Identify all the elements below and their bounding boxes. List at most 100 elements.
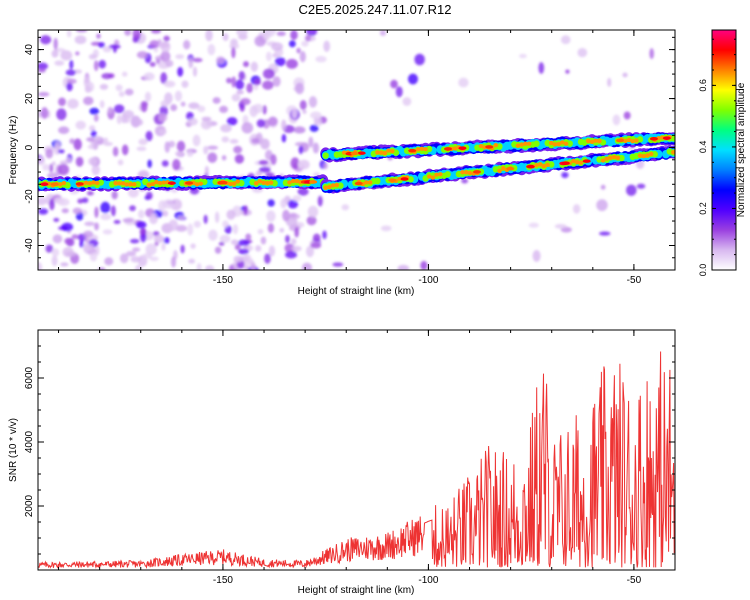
heatmap-cell xyxy=(296,47,301,54)
spectrogram-frame xyxy=(37,29,676,271)
heatmap-cell xyxy=(160,72,168,84)
heatmap-cell xyxy=(298,144,304,155)
heatmap-cell xyxy=(93,139,99,151)
heatmap-band-cell xyxy=(253,181,259,186)
heatmap-peak xyxy=(75,182,84,186)
heatmap-cell xyxy=(518,53,527,59)
heatmap-cell xyxy=(220,124,232,133)
heatmap-peak xyxy=(357,151,366,155)
heatmap-band-cell xyxy=(426,145,433,153)
heatmap-band-cell xyxy=(648,151,654,157)
heatmap-cell xyxy=(38,92,50,97)
colorbar-gradient xyxy=(712,30,736,270)
heatmap-cell xyxy=(528,222,539,228)
heatmap-cell xyxy=(86,137,96,142)
heatmap-cell xyxy=(255,170,263,178)
heatmap-cell xyxy=(40,35,52,45)
y-tick-label: 0 xyxy=(24,144,35,150)
heatmap-cell xyxy=(219,234,231,243)
heatmap-cell xyxy=(222,33,229,42)
heatmap-band-cell xyxy=(375,150,380,155)
heatmap-band-cell xyxy=(463,170,469,175)
heatmap-cell xyxy=(130,115,141,128)
heatmap-cell xyxy=(161,160,169,167)
snr-panel: -150 -100 -50 2000 4000 6000 Height of straig… xyxy=(8,329,676,596)
spectrogram-heatmap xyxy=(38,30,675,270)
heatmap-cell xyxy=(294,226,300,238)
heatmap-cell xyxy=(532,250,541,262)
heatmap-cell xyxy=(38,156,46,166)
heatmap-band-cell xyxy=(327,184,332,190)
heatmap-cell xyxy=(38,197,47,206)
heatmap-cell xyxy=(153,234,165,243)
heatmap-cell xyxy=(132,247,141,252)
heatmap-band-cell xyxy=(194,182,200,187)
heatmap-cell xyxy=(243,205,248,216)
heatmap-cell xyxy=(226,209,236,220)
heatmap-band-cell xyxy=(113,181,118,186)
heatmap-cell xyxy=(87,243,94,251)
heatmap-cell xyxy=(51,49,59,58)
heatmap-cell xyxy=(254,35,266,47)
heatmap-cell xyxy=(414,53,425,66)
heatmap-band-cell xyxy=(478,143,484,149)
heatmap-cell xyxy=(649,48,654,60)
heatmap-cell xyxy=(188,57,194,69)
heatmap-cell xyxy=(38,208,49,215)
heatmap-band-cell xyxy=(128,182,133,187)
heatmap-cell xyxy=(153,47,159,53)
heatmap-cell xyxy=(203,145,209,155)
y-tick-label: -20 xyxy=(24,189,35,204)
heatmap-band-cell xyxy=(589,139,595,145)
heatmap-band-cell xyxy=(637,153,643,158)
heatmap-band-cell xyxy=(626,137,632,142)
heatmap-cell xyxy=(208,229,218,241)
heatmap-cell xyxy=(309,124,319,132)
heatmap-band-cell xyxy=(552,142,558,147)
heatmap-cell xyxy=(285,235,290,244)
heatmap-cell xyxy=(51,248,60,257)
heatmap-cell xyxy=(390,79,398,89)
heatmap-band-cell xyxy=(294,178,300,184)
heatmap-peak xyxy=(40,182,49,187)
heatmap-cell xyxy=(99,100,105,109)
heatmap-cell xyxy=(115,84,123,92)
heatmap-cell xyxy=(560,35,571,45)
heatmap-cell xyxy=(186,150,194,157)
heatmap-cell xyxy=(130,256,142,263)
heatmap-cell xyxy=(54,141,61,150)
heatmap-cell xyxy=(299,51,306,63)
heatmap-cell xyxy=(306,215,317,226)
heatmap-cell xyxy=(407,73,419,85)
heatmap-cell xyxy=(145,130,153,142)
heatmap-cell xyxy=(180,244,185,254)
heatmap-cell xyxy=(57,149,65,154)
heatmap-cell xyxy=(45,244,54,253)
heatmap-cell xyxy=(65,251,77,257)
heatmap-cell xyxy=(270,154,277,166)
heatmap-band-cell xyxy=(94,180,100,186)
snr-axis-ticks: -150 -100 -50 2000 4000 6000 xyxy=(24,330,676,586)
heatmap-cell xyxy=(176,140,186,152)
heatmap-band-cell xyxy=(367,180,373,185)
heatmap-band-cell xyxy=(534,163,539,168)
heatmap-peak xyxy=(561,161,570,165)
heatmap-cell xyxy=(200,119,212,130)
heatmap-cell xyxy=(193,220,201,228)
heatmap-cell xyxy=(293,126,306,134)
heatmap-cell xyxy=(268,245,276,257)
heatmap-band-cell xyxy=(574,160,580,165)
heatmap-cell xyxy=(98,59,107,69)
heatmap-cell xyxy=(305,245,315,258)
heatmap-band-cell xyxy=(157,181,163,186)
heatmap-cell xyxy=(174,150,184,157)
heatmap-cell xyxy=(53,217,60,222)
heatmap-peak xyxy=(443,147,452,151)
heatmap-cell xyxy=(226,77,232,84)
heatmap-peak xyxy=(649,136,658,141)
colorbar-label: Normalized spectral amplitude xyxy=(736,82,747,217)
heatmap-cell xyxy=(402,97,412,106)
heatmap-cell xyxy=(88,53,97,60)
heatmap-cell xyxy=(42,163,50,171)
heatmap-band-cell xyxy=(124,182,130,187)
